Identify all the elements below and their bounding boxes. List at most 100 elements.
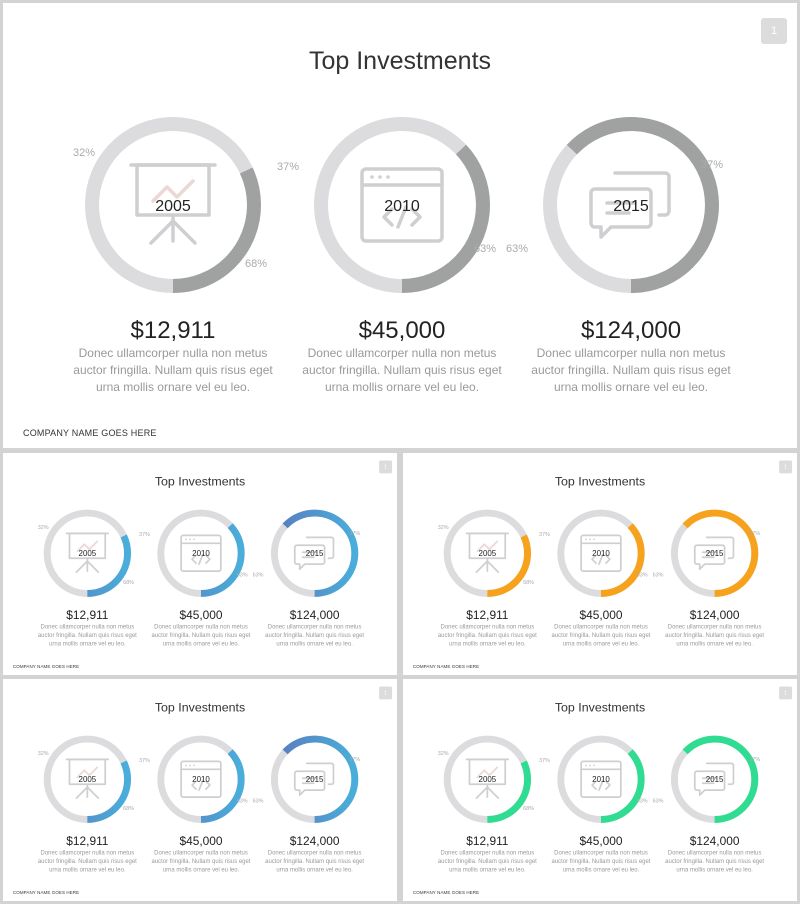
progress-ring — [157, 735, 245, 823]
percent-label-dark: 37% — [138, 531, 150, 538]
chat-bubbles-icon — [692, 756, 738, 802]
investment-column-2015: 2015 63% 37% $124,000 Donec ullamcorper null… — [506, 3, 741, 448]
progress-ring — [270, 509, 359, 597]
investment-amount: $45,000 — [358, 317, 446, 344]
percent-label-light: 63% — [636, 798, 648, 805]
code-window-icon — [578, 756, 624, 802]
page-number-badge: 1 — [761, 18, 787, 44]
slide-content: Top Investments 1 COMPANY NAME GOES HERE 20… — [403, 453, 797, 674]
progress-ring — [443, 735, 532, 823]
company-name: COMPANY NAME GOES HERE — [412, 889, 480, 895]
percent-label-dark: 63% — [652, 798, 664, 805]
percent-label-dark: 63% — [506, 243, 529, 255]
progress-ring — [314, 117, 490, 293]
investment-description: Donec ullamcorper nulla non metus auctor… — [37, 849, 137, 874]
year-label: 2015 — [705, 549, 724, 559]
investment-column-2010: 2010 37% 63% $45,000 Donec ullamcorper nulla… — [139, 679, 255, 900]
code-window-icon — [578, 530, 624, 576]
ring-progress-arc — [270, 735, 359, 823]
investment-amount: $124,000 — [289, 608, 340, 623]
investment-column-2015: 2015 63% 37% $124,000 Donec ullamcorper null… — [253, 679, 369, 900]
investment-column-2005: 2005 32% 68% $12,911 Donec ullamcorper nulla… — [63, 3, 283, 448]
investment-description: Donec ullamcorper nulla non metus auctor… — [437, 623, 537, 648]
ring-progress-arc — [85, 117, 261, 293]
investment-description: Donec ullamcorper nulla non metus auctor… — [551, 623, 651, 648]
progress-ring — [443, 509, 532, 597]
code-window-icon — [178, 530, 224, 576]
investment-description: Donec ullamcorper nulla non metus auctor… — [151, 849, 251, 874]
percent-label-dark: 32% — [37, 750, 49, 757]
slide-thumbnail-orange[interactable]: Top Investments 1 COMPANY NAME GOES HERE 20… — [403, 453, 797, 675]
chat-bubbles-icon — [585, 159, 677, 251]
slide-content: Top Investments 1 COMPANY NAME GOES HERE 20… — [3, 3, 797, 448]
year-label: 2015 — [705, 775, 724, 785]
ring-progress-arc — [43, 509, 132, 597]
investment-column-2005: 2005 32% 68% $12,911 Donec ullamcorper nulla… — [433, 453, 542, 674]
ring-progress-arc — [557, 509, 645, 597]
investment-description: Donec ullamcorper nulla non metus auctor… — [265, 623, 365, 648]
investment-column-2015: 2015 63% 37% $124,000 Donec ullamcorper null… — [653, 453, 769, 674]
investment-description: Donec ullamcorper nulla non metus auctor… — [665, 623, 765, 648]
investment-column-2010: 2010 37% 63% $45,000 Donec ullamcorper nulla… — [539, 679, 655, 900]
slide-content: Top Investments 1 COMPANY NAME GOES HERE 20… — [3, 679, 397, 900]
company-name: COMPANY NAME GOES HERE — [12, 889, 80, 895]
slide-title: Top Investments — [154, 700, 246, 715]
investment-amount: $12,911 — [66, 834, 109, 849]
investment-column-2005: 2005 32% 68% $12,911 Donec ullamcorper nulla… — [33, 679, 142, 900]
presentation-board-icon — [465, 530, 511, 576]
progress-ring — [557, 509, 645, 597]
investment-column-2015: 2015 63% 37% $124,000 Donec ullamcorper null… — [253, 453, 369, 674]
page-number-badge: 1 — [379, 686, 393, 700]
percent-label-light: 37% — [349, 756, 361, 763]
ring-progress-arc — [314, 117, 490, 293]
year-label: 2010 — [192, 775, 210, 785]
progress-ring — [43, 509, 132, 597]
percent-label-light: 37% — [749, 756, 761, 763]
investment-amount: $45,000 — [179, 608, 223, 623]
progress-ring — [670, 735, 759, 823]
percent-label-dark: 37% — [277, 161, 300, 173]
presentation-board-icon — [65, 756, 111, 802]
investment-amount: $12,911 — [466, 608, 509, 623]
percent-label-light: 68% — [245, 258, 268, 270]
percent-label-light: 68% — [523, 579, 535, 586]
chat-bubbles-icon — [292, 756, 338, 802]
slide-thumbnail-green[interactable]: Top Investments 1 COMPANY NAME GOES HERE 20… — [403, 679, 797, 901]
page-number-badge: 1 — [779, 460, 793, 474]
percent-label-dark: 37% — [538, 757, 550, 764]
investment-amount: $124,000 — [689, 834, 740, 849]
percent-label-light: 68% — [523, 805, 535, 812]
investment-description: Donec ullamcorper nulla non metus auctor… — [73, 346, 273, 394]
ring-progress-arc — [157, 735, 245, 823]
progress-ring — [543, 117, 719, 293]
investment-amount: $45,000 — [579, 834, 623, 849]
page-number-badge: 1 — [379, 460, 393, 474]
percent-label-light: 68% — [123, 805, 135, 812]
percent-label-light: 37% — [349, 530, 361, 537]
investment-description: Donec ullamcorper nulla non metus auctor… — [151, 623, 251, 648]
percent-label-dark: 32% — [73, 147, 96, 159]
investment-amount: $12,911 — [130, 317, 216, 344]
progress-ring — [85, 117, 261, 293]
investment-amount: $12,911 — [66, 608, 109, 623]
year-label: 2005 — [155, 198, 191, 215]
company-name: COMPANY NAME GOES HERE — [23, 428, 157, 438]
slide-thumbnail-blue-1[interactable]: Top Investments 1 COMPANY NAME GOES HERE 20… — [3, 453, 397, 675]
year-label: 2005 — [478, 775, 497, 785]
percent-label-light: 37% — [749, 530, 761, 537]
slide-thumbnail-blue-2[interactable]: Top Investments 1 COMPANY NAME GOES HERE 20… — [3, 679, 397, 901]
ring-progress-arc — [543, 117, 719, 293]
investment-amount: $124,000 — [580, 317, 682, 344]
investment-column-2010: 2010 37% 63% $45,000 Donec ullamcorper nulla… — [139, 453, 255, 674]
year-label: 2005 — [478, 549, 497, 559]
percent-label-dark: 32% — [437, 750, 449, 757]
slide-main[interactable]: Top Investments 1 COMPANY NAME GOES HERE 20… — [3, 3, 797, 448]
percent-label-light: 68% — [123, 579, 135, 586]
investment-description: Donec ullamcorper nulla non metus auctor… — [531, 346, 731, 394]
percent-label-light: 63% — [236, 572, 248, 579]
investment-column-2005: 2005 32% 68% $12,911 Donec ullamcorper nulla… — [433, 679, 542, 900]
investment-column-2015: 2015 63% 37% $124,000 Donec ullamcorper null… — [653, 679, 769, 900]
investment-description: Donec ullamcorper nulla non metus auctor… — [551, 849, 651, 874]
investment-description: Donec ullamcorper nulla non metus auctor… — [37, 623, 137, 648]
ring-progress-arc — [270, 509, 359, 597]
